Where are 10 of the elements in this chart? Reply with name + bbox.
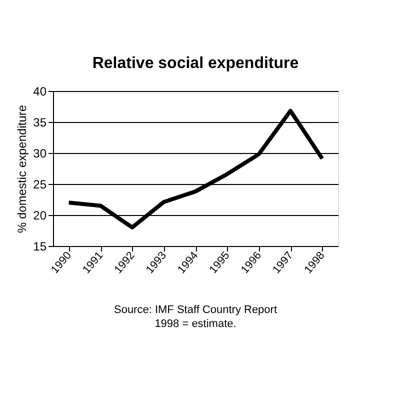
y-tick-label: 15: [33, 240, 47, 254]
y-axis-title: % domestic expenditure: [15, 104, 30, 234]
y-tick-label: 20: [33, 208, 47, 222]
text: 1998 = estimate.: [154, 318, 236, 330]
y-tick-label: 25: [33, 178, 47, 192]
chart-title: Relative social expenditure: [92, 55, 299, 72]
y-tick-label: 30: [33, 146, 47, 160]
source-note: Source: IMF Staff Country Report: [114, 304, 278, 316]
y-tick-label: 40: [33, 84, 47, 98]
y-tick-label: 35: [33, 116, 47, 130]
